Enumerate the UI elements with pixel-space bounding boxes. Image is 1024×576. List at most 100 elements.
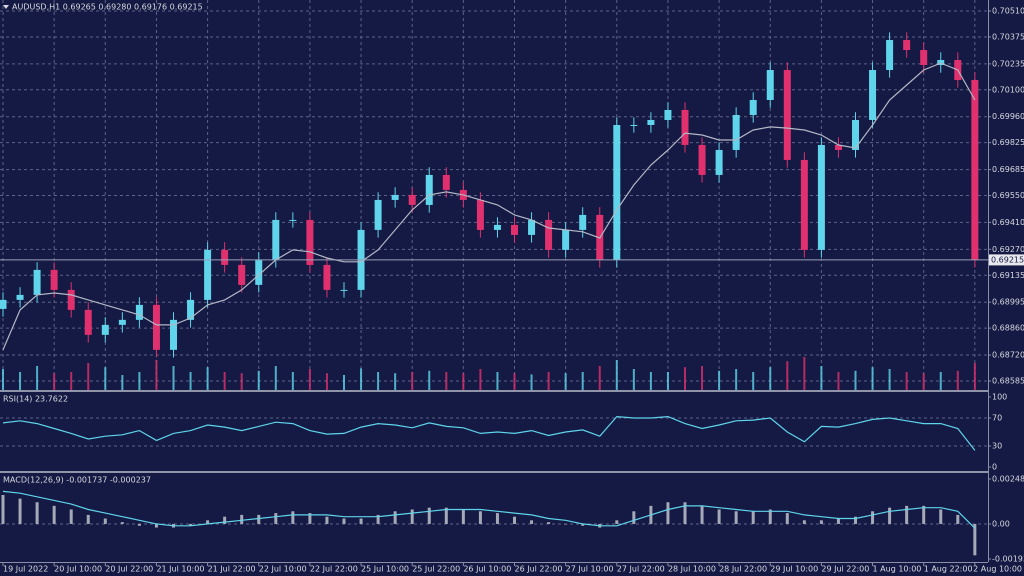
x-tick-label: 2 Aug 10:00 [973,565,1022,574]
volume-bar [752,372,755,390]
x-tick-label: 29 Jul 10:00 [770,565,818,574]
candle-body [289,219,297,221]
x-tick-label: 27 Jul 10:00 [566,565,614,574]
candle-body [374,199,382,230]
moving-average [2,62,976,351]
macd-bar [700,505,704,524]
macd-bar [513,516,516,524]
volume-bar [956,370,959,390]
volume-bar [360,368,363,390]
macd-bar [223,516,227,524]
candle-body [579,214,587,230]
volume-bar [922,373,925,390]
macd-bar [905,505,909,524]
macd-bar [257,514,261,524]
candle-body [732,114,740,150]
volume-bar [564,373,567,390]
macd-bar [86,514,90,524]
volume-bar [223,372,226,390]
candle-body [886,40,894,71]
volume-bar [206,367,209,390]
candle-body [562,229,570,250]
volume-bar [939,372,942,390]
macd-bar [888,507,892,524]
volume-bar [718,370,721,390]
volume-bar [70,372,73,390]
y-tick-label: 0.68860 [992,324,1024,333]
x-tick-label: 26 Jul 22:00 [515,565,563,574]
x-tick-label: 19 Jul 2022 [3,565,48,574]
macd-bar [785,513,789,524]
candle-body [340,289,348,291]
candle-body [545,219,553,250]
volume-bar [87,363,90,390]
y-tick-label: 0.002485 [992,475,1024,484]
macd-bar [240,514,244,524]
candle-body [834,144,842,150]
candle-body [511,224,518,235]
candle-body [0,299,7,309]
macd-bar [768,509,772,524]
macd-bar [802,520,806,524]
candle-body [323,264,331,290]
candle-body [869,70,877,120]
x-tick-label: 20 Jul 22:00 [105,565,153,574]
last-price-label: 0.69215 [991,255,1024,264]
y-tick-label: -0.001938 [992,555,1024,564]
macd-bar [854,516,857,524]
macd-bar [154,523,158,528]
y-tick-label: 0.68995 [992,298,1024,307]
macd-bar [581,523,585,526]
macd-bar [274,513,278,524]
macd-bar [103,518,107,524]
volume-bar [684,367,686,390]
volume-bar [820,366,823,390]
candle-body [50,269,58,290]
macd-bar [495,513,499,524]
volume-bar [325,373,328,390]
volume-bar [2,369,4,390]
macd-bar [120,522,124,524]
candle-body [800,159,808,250]
candle-body [613,124,621,260]
volume-bar [104,367,107,390]
candle-body [630,124,638,126]
candle-body [67,289,75,310]
macd-bar [189,523,193,526]
macd-bar [922,505,926,524]
volume-bar [377,372,380,390]
macd-bar [69,509,73,524]
macd-bar [18,498,22,524]
macd-bar [734,511,738,524]
indicator-line [2,415,976,451]
candle-body [664,109,672,120]
volume-bar [36,366,39,390]
volume-bar [291,372,294,390]
macd-bar [615,520,619,524]
candle-body [681,109,689,145]
macd-bar [683,502,687,524]
macd-bar [308,513,312,524]
macd-bar [461,509,465,524]
macd-bar [751,511,755,524]
x-tick-label: 26 Jul 10:00 [463,565,511,574]
volume-bar [19,372,22,390]
macd-bar [291,511,295,524]
macd-bar [973,523,977,556]
candle-body [272,219,280,260]
y-tick-label: 0.00 [992,519,1010,528]
y-tick-label: 70 [992,414,1002,423]
macd-bar [206,520,210,524]
y-tick-label: 0.70375 [992,32,1024,41]
candle-body [306,219,314,265]
macd-bar [52,505,56,524]
volume-bar [701,366,704,390]
volume-bar [411,372,414,390]
menu-triangle[interactable] [3,5,9,9]
macd-bar [956,514,960,524]
y-tick-label: 0.69825 [992,138,1024,147]
volume-bar [189,372,192,390]
candle-body [84,309,92,335]
x-tick-label: 25 Jul 10:00 [361,565,409,574]
